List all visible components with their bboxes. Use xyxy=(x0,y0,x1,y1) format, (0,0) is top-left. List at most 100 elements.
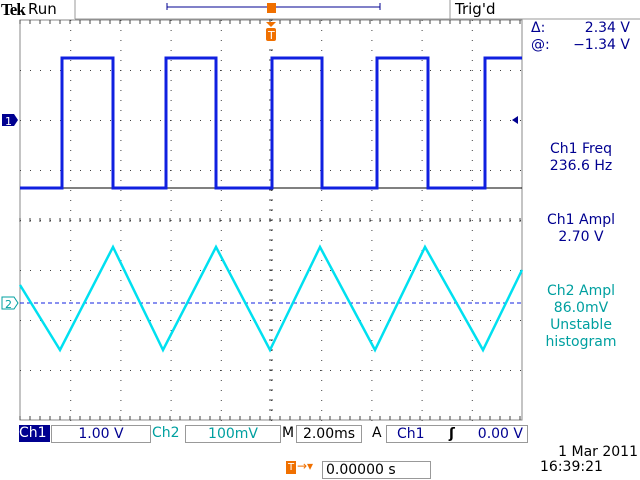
grid-dot xyxy=(471,240,473,241)
grid-dot xyxy=(90,370,91,371)
grid-dot xyxy=(220,360,222,361)
grid-dot xyxy=(130,270,131,271)
grid-dot xyxy=(160,170,161,171)
grid-dot xyxy=(120,20,122,21)
trigger-arrow-icon xyxy=(266,22,276,27)
grid-dot xyxy=(471,380,473,381)
grid-dot xyxy=(460,270,461,271)
grid-dot xyxy=(170,300,172,301)
grid-dot xyxy=(70,350,72,351)
grid-dot xyxy=(471,310,473,311)
grid-dot xyxy=(50,370,51,371)
grid-dot xyxy=(350,70,351,71)
grid-dot xyxy=(220,240,222,241)
grid-dot xyxy=(220,410,222,411)
grid-dot xyxy=(490,170,491,171)
grid-dot xyxy=(330,120,331,121)
grid-dot xyxy=(371,30,373,31)
grid-dot xyxy=(70,100,72,101)
grid-dot xyxy=(170,210,172,211)
grid-dot xyxy=(371,200,373,201)
grid-dot xyxy=(471,210,473,211)
grid-dot xyxy=(471,190,473,191)
grid-dot xyxy=(421,380,423,381)
ch1-button[interactable]: Ch1 xyxy=(19,425,50,442)
grid-dot xyxy=(430,70,431,71)
grid-dot xyxy=(70,40,72,41)
grid-dot xyxy=(390,120,391,121)
grid-dot xyxy=(70,20,72,21)
ch1-marker-label: 1 xyxy=(5,115,12,128)
grid-dot xyxy=(170,190,172,191)
ch2-triangle-waveform xyxy=(18,244,524,353)
grid-dot xyxy=(240,370,241,371)
grid-dot xyxy=(340,120,341,121)
grid-dot xyxy=(70,130,72,131)
grid-dot xyxy=(371,350,373,351)
grid-dot xyxy=(160,270,161,271)
grid-dot xyxy=(30,120,31,121)
grid-dot xyxy=(280,270,281,271)
grid-dot xyxy=(371,50,373,51)
grid-dot xyxy=(471,140,473,141)
grid-dot xyxy=(421,150,423,151)
ch2-button[interactable]: Ch2 xyxy=(152,425,180,441)
grid-dot xyxy=(140,270,141,271)
grid-dot xyxy=(330,320,331,321)
grid-dot xyxy=(120,120,121,121)
grid-dot xyxy=(430,320,431,321)
grid-dot xyxy=(70,400,72,401)
grid-dot xyxy=(400,70,401,71)
grid-dot xyxy=(290,120,291,121)
ch1-scale[interactable]: 1.00 V xyxy=(51,425,151,443)
measurement-value: 2.70 V xyxy=(558,229,604,245)
grid-dot xyxy=(70,300,72,301)
grid-dot xyxy=(220,220,222,221)
grid-dot xyxy=(170,20,172,21)
grid-dot xyxy=(471,230,473,231)
grid-dot xyxy=(170,120,172,121)
grid-dot xyxy=(220,300,222,301)
ch1-square-waveform xyxy=(20,56,522,190)
grid-dot xyxy=(110,320,111,321)
timebase-value[interactable]: 2.00ms xyxy=(296,425,362,443)
ch2-scale[interactable]: 100mV xyxy=(185,425,281,443)
grid-dot xyxy=(200,320,201,321)
grid-dot xyxy=(170,130,172,131)
grid-dot xyxy=(220,270,222,271)
trigger-position-field[interactable]: 0.00000 s xyxy=(322,461,431,479)
trigger-settings[interactable]: Ch1 ʃ 0.00 V xyxy=(386,425,528,443)
grid-dot xyxy=(190,70,191,71)
grid-dot xyxy=(280,170,281,171)
trigger-a-label: A xyxy=(372,425,382,441)
grid-dot xyxy=(120,240,122,241)
grid-dot xyxy=(70,380,72,381)
grid-dot xyxy=(471,70,473,71)
grid-dot xyxy=(471,30,473,31)
grid-dot xyxy=(180,170,181,171)
grid-dot xyxy=(450,120,451,121)
grid-dot xyxy=(471,420,473,421)
grid-dot xyxy=(460,70,461,71)
grid-dot xyxy=(130,120,131,121)
grid-dot xyxy=(471,50,473,51)
grid-dot xyxy=(50,120,51,121)
grid-dot xyxy=(371,160,373,161)
grid-dot xyxy=(440,70,441,71)
grid-dot xyxy=(170,400,172,401)
grid-dot xyxy=(220,50,222,51)
grid-dot xyxy=(50,320,51,321)
grid-dot xyxy=(120,320,121,321)
ch1-ampl-measurement: Ch1 Ampl 2.70 V xyxy=(522,212,640,246)
grid-dot xyxy=(220,120,222,121)
grid-dot xyxy=(120,300,122,301)
arrow-down-icon: →▾ xyxy=(297,459,314,473)
grid-dot xyxy=(421,110,423,111)
grid-dot xyxy=(371,230,373,231)
grid-dot xyxy=(321,210,323,211)
grid-dot xyxy=(310,170,311,171)
grid-dot xyxy=(421,30,423,31)
grid-dot xyxy=(220,180,222,181)
grid-dot xyxy=(120,270,121,271)
grid-dot xyxy=(90,170,91,171)
